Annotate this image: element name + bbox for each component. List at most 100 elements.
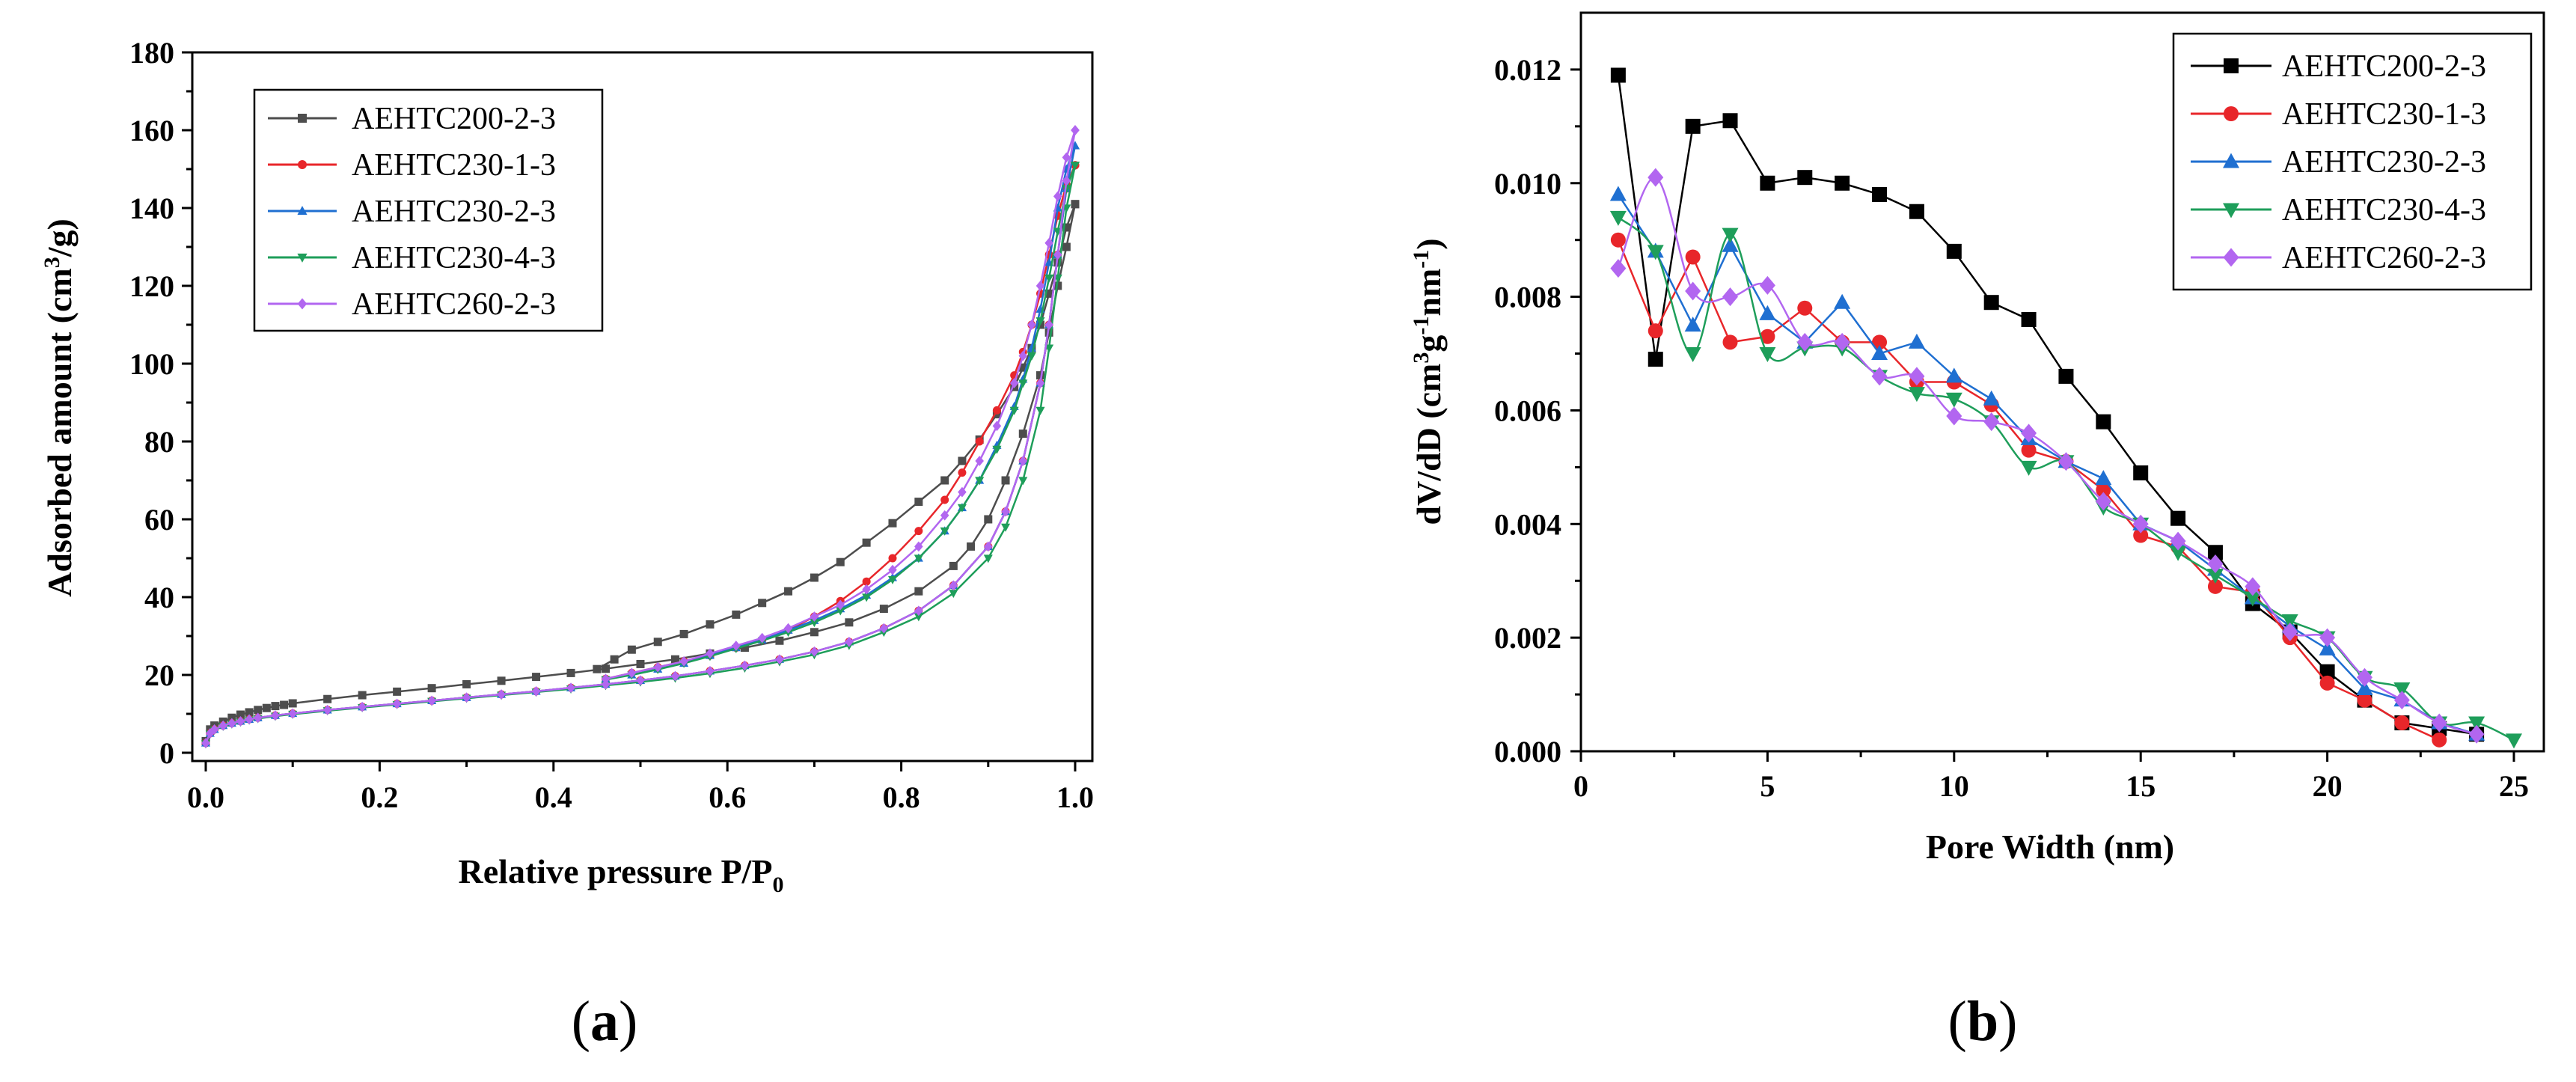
AEHTC230-4-3-point <box>2281 614 2298 629</box>
AEHTC200-2-3-point <box>1760 175 1775 191</box>
AEHTC260-2-3-point <box>1983 412 2000 432</box>
AEHTC260-2-3-desorption-point <box>706 648 715 659</box>
x-tick-label: 0.4 <box>535 780 572 814</box>
AEHTC200-2-3-desorption-point <box>810 573 819 582</box>
AEHTC200-2-3-adsorption-point <box>245 708 254 717</box>
y-tick-label: 20 <box>144 658 174 692</box>
x-tick-label: 0.6 <box>709 780 746 814</box>
AEHTC200-2-3-point <box>2170 510 2186 526</box>
AEHTC230-4-3-desorption-point <box>1044 274 1054 283</box>
AEHTC200-2-3-desorption-point <box>758 599 767 608</box>
AEHTC260-2-3-adsorption-point <box>566 682 575 694</box>
AEHTC230-4-3-desorption-point <box>862 593 872 602</box>
y-tick-label: 180 <box>129 36 174 70</box>
panel-a-plot-frame <box>191 51 1094 762</box>
AEHTC230-4-3-point <box>2244 591 2261 607</box>
AEHTC260-2-3-adsorption-point <box>984 541 993 552</box>
panel-b-chart: 0.000 0.002 0.004 0.006 0.008 0.010 0.012 0 5 10… <box>1409 11 2545 866</box>
AEHTC200-2-3-adsorption-point <box>914 587 923 596</box>
AEHTC260-2-3-point <box>2468 724 2485 744</box>
AEHTC260-2-3-adsorption-point <box>1053 249 1062 260</box>
AEHTC260-2-3-point <box>2393 691 2410 710</box>
AEHTC200-2-3-desorption-point <box>1018 363 1027 372</box>
AEHTC230-4-3-desorption-point <box>1035 317 1045 326</box>
AEHTC260-2-3-point <box>1722 287 1739 307</box>
AEHTC260-2-3-desorption-point <box>992 421 1002 432</box>
AEHTC200-2-3-point <box>1797 170 1813 186</box>
AEHTC200-2-3-adsorption-point <box>1062 242 1071 251</box>
AEHTC230-4-3-adsorption-point <box>983 554 993 563</box>
AEHTC260-2-3-desorption-point <box>1071 125 1080 135</box>
AEHTC230-1-3-point <box>2021 442 2037 458</box>
AEHTC200-2-3-point <box>2319 664 2335 679</box>
AEHTC260-2-3-desorption-point <box>1062 152 1071 163</box>
AEHTC260-2-3-adsorption-point <box>531 685 541 697</box>
y-tick-label: 140 <box>129 192 174 225</box>
AEHTC260-2-3-adsorption-point <box>497 689 506 700</box>
AEHTC230-4-3-desorption-point <box>1027 352 1036 361</box>
AEHTC260-2-3-adsorption-point <box>462 692 471 703</box>
AEHTC200-2-3-adsorption-point <box>462 679 471 688</box>
AEHTC230-1-3-point <box>2394 715 2410 731</box>
AEHTC260-2-3-point <box>1796 332 1813 352</box>
AEHTC260-2-3-point <box>2021 424 2037 443</box>
AEHTC200-2-3-point <box>2021 311 2037 327</box>
legend-label-AEHTC200-2-3: AEHTC200-2-3 <box>352 102 556 136</box>
AEHTC260-2-3-desorption-point <box>810 611 819 622</box>
AEHTC200-2-3-point <box>1835 175 1850 191</box>
AEHTC230-2-3-line <box>1617 194 2477 736</box>
AEHTC260-2-3-desorption-point <box>914 541 923 552</box>
x-tick-label: 25 <box>2499 769 2529 803</box>
AEHTC260-2-3-adsorption-point <box>670 670 680 682</box>
AEHTC200-2-3-adsorption-point <box>254 706 263 715</box>
AEHTC230-1-3-desorption-point <box>914 527 923 536</box>
AEHTC260-2-3-adsorption-point <box>636 675 645 686</box>
legend-marker-AEHTC260-2-3 <box>2223 248 2239 267</box>
AEHTC260-2-3-adsorption-point <box>271 710 280 721</box>
AEHTC260-2-3-point <box>1946 406 1962 426</box>
AEHTC260-2-3-point <box>2431 713 2447 733</box>
AEHTC230-4-3-desorption-point <box>1009 406 1019 415</box>
x-tick-label: 10 <box>1939 769 1969 803</box>
AEHTC230-4-3-adsorption-point <box>1035 406 1045 415</box>
AEHTC260-2-3-desorption-point <box>732 641 741 651</box>
AEHTC260-2-3-point <box>2170 531 2186 551</box>
legend-marker-AEHTC200-2-3 <box>298 114 307 123</box>
AEHTC260-2-3-adsorption-point <box>209 724 219 735</box>
AEHTC260-2-3-desorption-point <box>975 456 984 466</box>
AEHTC230-4-3-point <box>2393 682 2411 697</box>
AEHTC200-2-3-desorption-point <box>836 557 845 566</box>
AEHTC200-2-3-adsorption-point <box>984 515 993 524</box>
AEHTC200-2-3-adsorption-point <box>1036 371 1045 380</box>
AEHTC230-1-3-point <box>1610 232 1626 248</box>
AEHTC230-4-3-point <box>2020 460 2037 476</box>
AEHTC230-1-3-point <box>1685 249 1701 265</box>
AEHTC260-2-3-desorption-point <box>601 673 611 685</box>
AEHTC200-2-3-point <box>1722 113 1738 129</box>
legend-label-AEHTC230-1-3: AEHTC230-1-3 <box>352 148 556 183</box>
AEHTC230-4-3-point <box>1945 392 1962 408</box>
AEHTC230-4-3-desorption-point <box>1018 379 1028 388</box>
AEHTC260-2-3-adsorption-point <box>201 738 210 748</box>
AEHTC230-4-3-adsorption-point <box>1000 523 1011 532</box>
AEHTC200-2-3-adsorption-point <box>280 700 289 709</box>
AEHTC200-2-3-desorption-point <box>1062 223 1071 232</box>
series-AEHTC260-2-3 <box>1610 168 2485 744</box>
y-tick-label: 0.000 <box>1494 735 1561 768</box>
AEHTC200-2-3-adsorption-point <box>323 694 332 703</box>
AEHTC260-2-3-adsorption-point <box>245 714 254 725</box>
AEHTC230-4-3-adsorption-point <box>1018 477 1028 486</box>
panel-b-label: (b) <box>1948 990 2018 1053</box>
x-tick-label: 0.2 <box>361 780 398 814</box>
AEHTC200-2-3-point <box>1983 295 1999 311</box>
AEHTC230-4-3-point <box>1684 347 1701 363</box>
AEHTC230-4-3-line <box>1618 216 2515 741</box>
AEHTC200-2-3-desorption-point <box>627 645 636 654</box>
AEHTC200-2-3-desorption-point <box>784 587 793 596</box>
AEHTC230-2-3-point <box>1609 186 1627 201</box>
AEHTC260-2-3-adsorption-point <box>914 605 923 617</box>
x-tick-label: 5 <box>1760 769 1775 803</box>
legend-label-AEHTC230-2-3: AEHTC230-2-3 <box>352 195 556 229</box>
AEHTC230-1-3-desorption-point <box>958 468 967 477</box>
y-tick-label: 0.008 <box>1494 281 1561 314</box>
